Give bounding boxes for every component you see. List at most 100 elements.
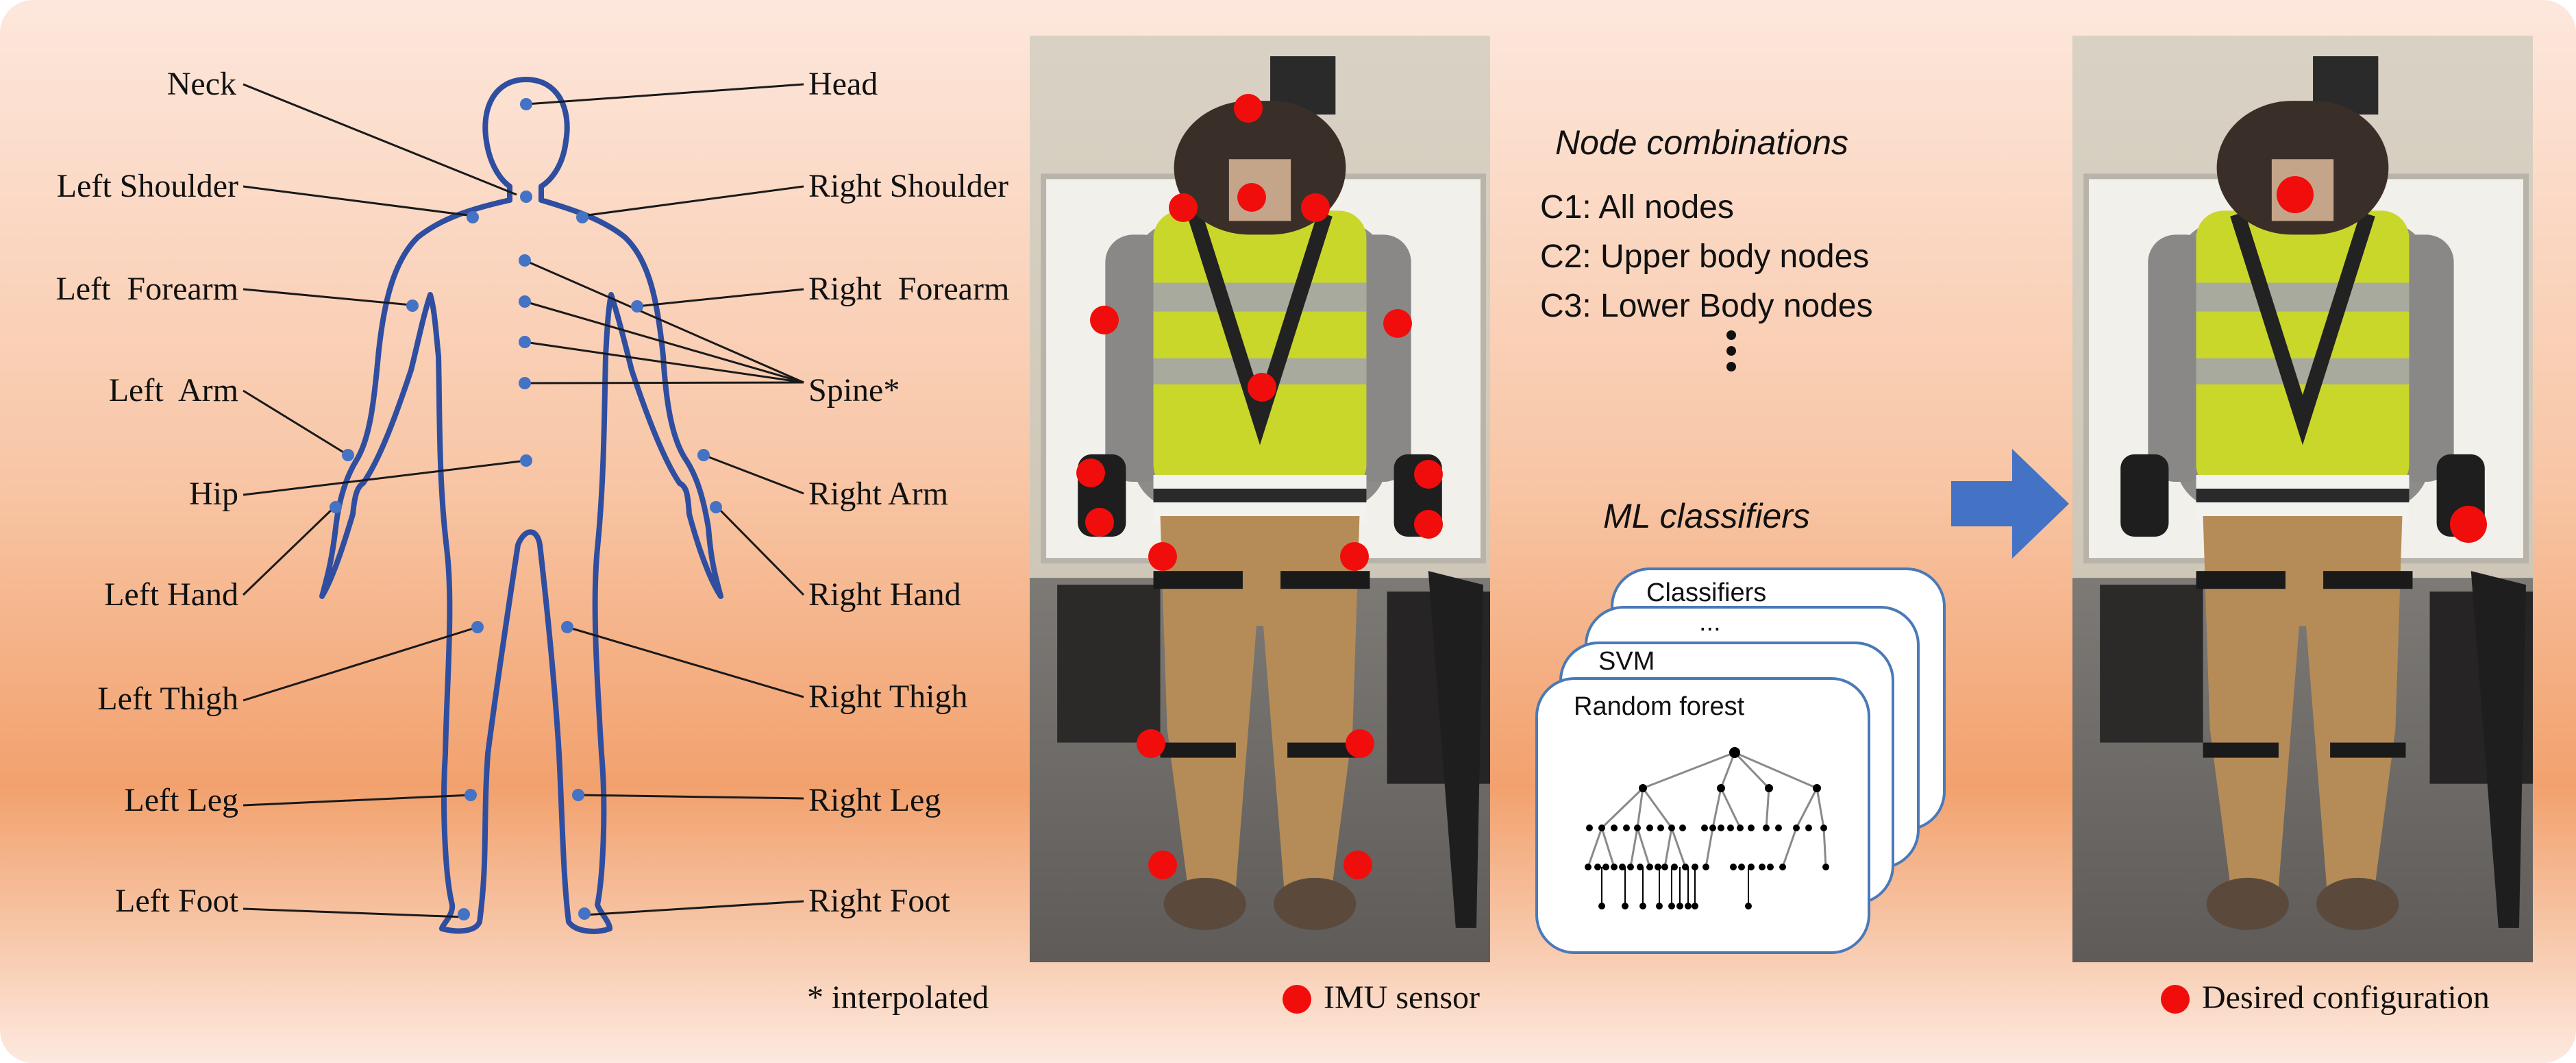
leader-right-foot xyxy=(584,900,804,916)
node-left-arm xyxy=(342,449,354,461)
label-right-leg: Right Leg xyxy=(808,782,941,818)
leader-neck xyxy=(243,83,517,196)
leader-left-forearm xyxy=(243,288,412,306)
card-classifiers-label: Classifiers xyxy=(1646,578,1766,607)
node-spine-2 xyxy=(519,295,531,308)
leader-left-leg xyxy=(243,794,471,807)
card-more-label: ... xyxy=(1699,608,1721,637)
leader-left-shoulder xyxy=(243,185,473,217)
body-outline xyxy=(319,77,723,934)
label-right-shoulder: Right Shoulder xyxy=(808,168,1008,204)
combo-c3: C3: Lower Body nodes xyxy=(1540,288,1873,324)
imu-dot-left-foot xyxy=(1148,851,1177,879)
imu-dot-right-foot xyxy=(1343,851,1372,879)
leader-left-thigh xyxy=(243,626,478,702)
card-svm-label: SVM xyxy=(1598,647,1655,676)
photo-desired-configuration: Desired configuration xyxy=(2072,36,2533,1016)
label-left-arm: Left Arm xyxy=(109,372,238,408)
node-combinations: Node combinations C1: All nodes C2: Uppe… xyxy=(1540,123,1873,371)
node-hip xyxy=(520,454,532,467)
imu-dot-left-thigh xyxy=(1148,542,1177,571)
right-arrow-icon xyxy=(1951,449,2069,559)
node-spine-3 xyxy=(519,336,531,348)
imu-dot-hip xyxy=(1248,373,1276,402)
node-right-thigh xyxy=(561,621,573,633)
leader-spine-1 xyxy=(524,259,804,384)
label-left-thigh: Left Thigh xyxy=(97,681,238,717)
leader-right-forearm xyxy=(636,288,804,308)
leader-left-hand xyxy=(242,504,337,596)
imu-dot-left-forearm xyxy=(1090,306,1119,334)
footnote-interpolated: * interpolated xyxy=(807,979,989,1016)
node-right-arm xyxy=(697,449,710,461)
node-right-foot xyxy=(578,907,591,920)
imu-dot-right-shoulder xyxy=(1301,193,1330,222)
photo-imu-sensors: IMU sensor xyxy=(1030,36,1490,1016)
label-right-foot: Right Foot xyxy=(808,883,950,919)
desired-dot-neck xyxy=(2277,176,2314,213)
node-right-shoulder xyxy=(576,211,589,223)
imu-dot-left-leg xyxy=(1137,729,1165,758)
node-right-forearm xyxy=(631,300,643,313)
label-left-hand: Left Hand xyxy=(104,576,238,613)
imu-dot-right-arm xyxy=(1414,460,1443,489)
node-head xyxy=(520,98,532,110)
label-right-hand: Right Hand xyxy=(808,576,961,613)
leader-spine-3 xyxy=(524,341,804,384)
imu-dot-right-thigh xyxy=(1340,542,1369,571)
photo-person-right xyxy=(2072,36,2533,962)
leader-lines xyxy=(242,83,805,918)
imu-dot-left-shoulder xyxy=(1169,193,1198,222)
label-head: Head xyxy=(808,66,878,102)
leader-left-arm xyxy=(243,389,349,456)
leader-right-shoulder xyxy=(582,185,804,217)
node-spine-1 xyxy=(519,254,531,267)
leader-left-foot xyxy=(243,907,465,918)
desired-legend-label: Desired configuration xyxy=(2202,979,2490,1016)
label-hip: Hip xyxy=(189,476,238,512)
ml-classifiers: ML classifiers Classifiers ... SVM Rando… xyxy=(1535,497,1946,954)
combos-title: Node combinations xyxy=(1555,123,1848,162)
leader-spine-4 xyxy=(524,381,804,384)
decision-tree-icon xyxy=(1585,747,1829,909)
imu-dot-left-arm xyxy=(1076,459,1105,487)
node-right-leg xyxy=(572,789,584,801)
leader-right-hand xyxy=(715,504,805,596)
node-left-leg xyxy=(465,789,477,801)
combos-ellipsis-icon xyxy=(1726,330,1736,371)
label-right-thigh: Right Thigh xyxy=(808,679,967,715)
imu-dot-right-leg xyxy=(1346,729,1374,758)
imu-dot-right-forearm xyxy=(1383,309,1412,338)
leader-head xyxy=(525,83,804,106)
desired-dot-right-hand xyxy=(2450,506,2487,543)
body-diagram: Neck Left Shoulder Left Forearm Left Arm… xyxy=(55,66,1009,1016)
label-left-shoulder: Left Shoulder xyxy=(57,168,238,204)
imu-dot-right-hand xyxy=(1414,510,1443,539)
label-left-foot: Left Foot xyxy=(115,883,239,919)
node-neck xyxy=(520,191,532,203)
combo-c1: C1: All nodes xyxy=(1540,189,1734,225)
card-random-forest-label: Random forest xyxy=(1574,692,1745,721)
label-left-leg: Left Leg xyxy=(124,782,238,818)
classifiers-title: ML classifiers xyxy=(1603,497,1810,535)
imu-dot-head xyxy=(1234,94,1263,123)
node-right-hand xyxy=(710,501,722,513)
imu-sensor-dots xyxy=(1076,94,1443,879)
leader-right-arm xyxy=(703,454,804,495)
node-left-foot xyxy=(458,908,470,920)
imu-dot-left-hand xyxy=(1085,508,1114,537)
leader-spine-2 xyxy=(524,300,804,384)
photo-person-left xyxy=(1030,36,1490,962)
combo-c2: C2: Upper body nodes xyxy=(1540,239,1869,275)
label-right-forearm: Right Forearm xyxy=(808,271,1009,307)
leader-right-leg xyxy=(578,794,804,800)
node-left-hand xyxy=(330,501,342,513)
label-right-arm: Right Arm xyxy=(808,476,948,512)
node-left-forearm xyxy=(406,300,419,312)
desired-legend-dot xyxy=(2161,985,2190,1014)
node-left-thigh xyxy=(471,621,484,633)
label-spine: Spine* xyxy=(808,372,900,408)
label-neck: Neck xyxy=(167,66,236,102)
